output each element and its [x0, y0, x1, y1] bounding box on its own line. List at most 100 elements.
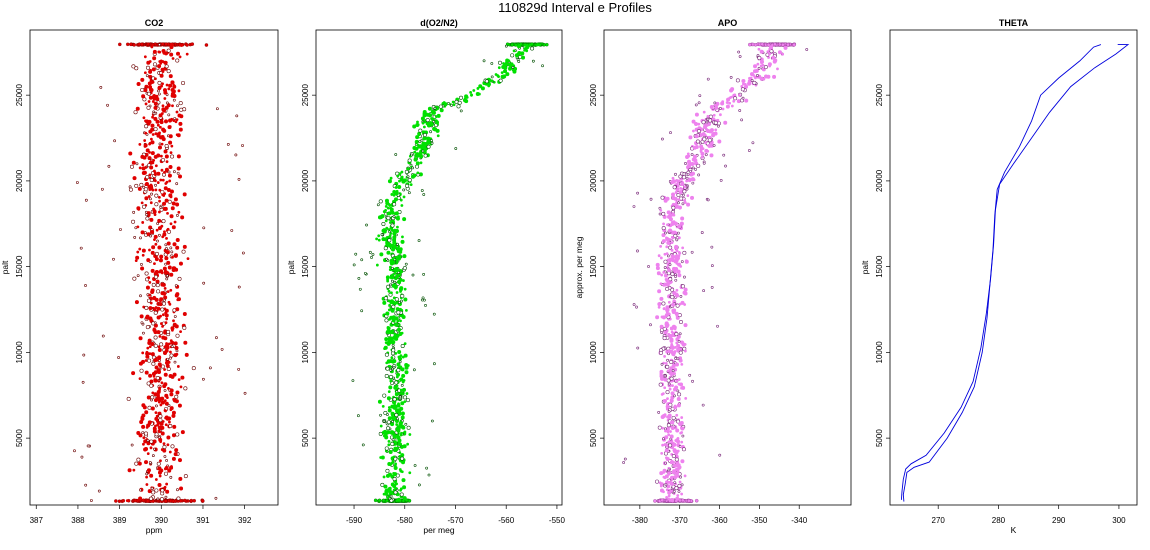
data-point	[677, 483, 682, 488]
data-point	[677, 392, 682, 397]
data-point	[161, 157, 166, 162]
data-point	[666, 423, 671, 428]
data-point	[396, 256, 401, 261]
data-point	[397, 402, 400, 406]
data-point	[686, 202, 691, 207]
data-point	[386, 250, 391, 255]
data-point	[138, 361, 143, 366]
data-point	[169, 214, 174, 219]
data-point	[707, 138, 712, 143]
data-point	[149, 217, 154, 222]
data-point	[665, 305, 669, 309]
y-axis-label: palt	[0, 260, 10, 274]
data-point	[181, 249, 186, 254]
data-point	[163, 286, 167, 290]
data-point	[170, 144, 174, 148]
data-point	[392, 215, 396, 218]
data-point	[665, 245, 669, 249]
data-point	[420, 189, 424, 192]
data-point	[724, 164, 727, 168]
data-point	[748, 76, 751, 80]
data-point	[146, 395, 151, 400]
data-point	[166, 69, 171, 74]
data-point	[657, 289, 662, 294]
data-point	[517, 44, 522, 49]
data-point	[678, 174, 683, 179]
data-point	[670, 425, 675, 430]
data-point	[516, 58, 520, 62]
data-point	[150, 137, 153, 141]
data-point	[663, 215, 667, 218]
data-point	[675, 303, 680, 308]
data-point	[674, 467, 678, 471]
data-point	[128, 187, 133, 192]
data-point	[665, 286, 670, 291]
data-point	[422, 110, 427, 115]
data-point	[671, 363, 676, 368]
data-point	[671, 236, 675, 240]
data-point	[386, 326, 390, 329]
data-point	[145, 213, 149, 217]
data-point	[138, 247, 142, 251]
data-point	[705, 120, 709, 124]
data-point	[388, 385, 393, 390]
data-point	[136, 274, 140, 277]
data-point	[678, 445, 682, 448]
data-point	[668, 402, 673, 407]
data-point	[166, 329, 171, 334]
data-point	[395, 448, 399, 451]
data-point	[394, 462, 398, 466]
data-point	[151, 133, 155, 136]
data-point	[674, 172, 677, 176]
data-point	[682, 193, 685, 197]
data-point	[422, 136, 427, 141]
data-point	[164, 144, 169, 149]
data-point	[183, 498, 187, 503]
data-point	[158, 199, 161, 203]
data-point	[172, 266, 177, 271]
data-point	[158, 210, 161, 214]
data-point	[663, 386, 667, 390]
data-point	[164, 499, 168, 503]
data-point	[160, 400, 165, 405]
data-point	[144, 166, 148, 169]
data-point	[146, 258, 151, 263]
data-point	[175, 237, 180, 242]
data-point	[175, 202, 180, 207]
data-point	[181, 80, 186, 85]
data-point	[153, 116, 158, 121]
data-point	[176, 171, 180, 175]
data-point	[676, 269, 681, 274]
data-point	[175, 110, 179, 114]
data-point	[157, 345, 161, 349]
x-tick-label: 280	[992, 516, 1006, 525]
data-point	[177, 89, 181, 93]
data-point	[429, 130, 432, 134]
data-point	[623, 457, 627, 461]
data-point	[482, 59, 486, 63]
data-point	[147, 340, 152, 345]
data-point	[360, 258, 364, 262]
data-point	[530, 46, 535, 51]
data-point	[397, 327, 402, 332]
data-point	[404, 169, 409, 174]
data-point	[676, 403, 681, 408]
data-point	[153, 105, 158, 110]
data-point	[423, 148, 427, 152]
data-point	[150, 151, 155, 156]
data-point	[747, 81, 751, 85]
data-point	[132, 176, 137, 181]
data-point	[164, 321, 168, 325]
data-point	[160, 381, 164, 385]
data-point	[676, 494, 680, 497]
data-point	[430, 139, 433, 142]
data-point	[397, 442, 402, 447]
data-point	[161, 178, 165, 182]
data-point	[667, 382, 671, 386]
x-axis-label: ppm	[146, 525, 163, 535]
data-point	[385, 468, 390, 473]
data-point	[164, 393, 169, 398]
data-point	[161, 104, 165, 108]
data-point	[163, 97, 167, 100]
data-point	[671, 212, 675, 215]
